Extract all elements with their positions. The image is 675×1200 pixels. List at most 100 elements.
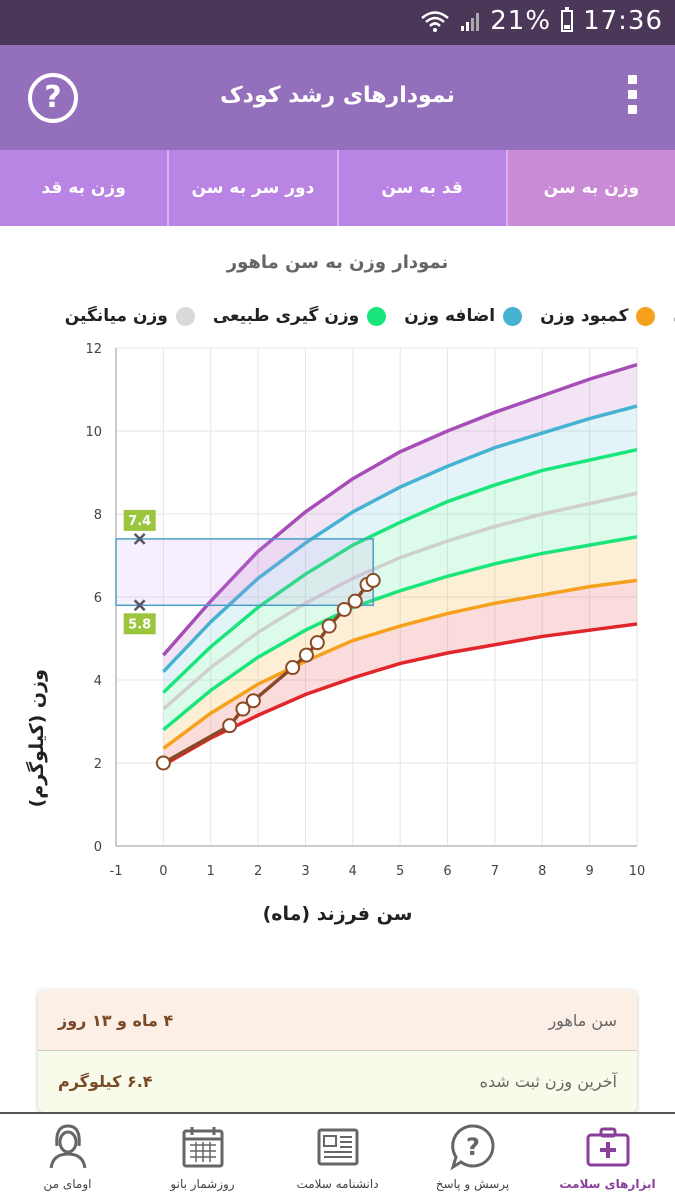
age-label: سن ماهور [548,1010,617,1030]
app-bar: ? نمودارهای رشد کودک [0,45,675,150]
svg-text:?: ? [466,1133,480,1161]
profile-woman-icon [49,1124,86,1169]
newspaper-icon [317,1128,358,1166]
y-tick-label: 0 [94,840,102,855]
y-tick-label: 6 [94,591,102,606]
y-tick-label: 2 [94,757,102,772]
highlight-box [115,538,374,607]
nav-calendar[interactable]: روزشمار بانو [135,1114,270,1200]
nav-label: ابزارهای سلامت [559,1177,656,1191]
legend-dot [367,306,387,326]
curve-median [162,491,638,711]
more-vert-icon[interactable] [625,75,639,121]
y-tick-label: 12 [85,342,102,357]
x-tick-label: 2 [254,864,262,879]
chart-title: نمودار وزن به سن ماهور [226,252,449,273]
marker-x [133,533,146,545]
legend-label: اضافه وزن [404,306,496,326]
legend-dot [175,306,195,326]
nav-profile[interactable]: اومای من [0,1114,135,1200]
battery-icon [561,7,574,32]
tab-head-circumference-for-age[interactable]: دور سر به سن [167,150,336,226]
band-fill [163,580,637,766]
legend-label: ن [673,306,675,326]
legend-item-average[interactable]: وزن میانگین [65,306,195,326]
legend-item-overweight[interactable]: اضافه وزن [404,306,523,326]
age-value: ۴ ماه و ۱۳ روز [58,1010,174,1030]
band-fill [163,493,637,730]
weight-value: ۶.۴ کیلوگرم [58,1072,153,1091]
band-fill [163,449,637,710]
legend-item-severe[interactable]: ن [673,306,675,326]
battery-percent: 21% [490,6,552,36]
tab-height-for-age[interactable]: قد به سن [336,150,506,226]
chart-tabs: وزن به سن قد به سن دور سر به سن وزن به ق… [0,150,675,226]
child-weight-point [222,718,238,734]
y-tick-label: 8 [94,508,102,523]
page-title: نمودارهای رشد کودک [220,83,455,108]
curve-orange [162,578,638,750]
value-badge-label: 7.4 [128,514,151,529]
x-axis-label: سن فرزند (ماه) [262,903,413,925]
x-tick-label: 0 [159,864,167,879]
y-tick-label: 4 [94,674,102,689]
y-axis-label-text: وزن (کیلوگرم) [26,669,48,808]
chart-legend: وزن میانگین وزن گیری طبیعی اضافه وزن کمب… [0,306,675,336]
status-bar: 21% 17:36 [0,0,675,45]
legend-item-normal[interactable]: وزن گیری طبیعی [213,306,387,326]
curve-blue [162,404,638,673]
weight-label: آخرین وزن ثبت شده [479,1072,617,1091]
x-tick-label: 10 [629,864,646,879]
child-weight-point [298,647,314,663]
question-bubble-icon: ? [449,1124,494,1171]
child-weight-point [235,701,251,717]
legend-label: وزن میانگین [64,306,168,326]
child-weight-point [285,660,301,676]
value-badge-label: 5.8 [128,617,151,632]
legend-item-underweight[interactable]: کمبود وزن [540,306,656,326]
help-circle-icon[interactable]: ? [28,73,78,123]
x-tick-label: 1 [207,864,215,879]
x-tick-label: 7 [491,864,499,879]
signal-icon [461,13,480,31]
nav-label: پرسش و پاسخ [435,1177,510,1191]
child-weight-point [321,618,337,634]
first-aid-kit-icon [586,1127,629,1167]
legend-label: کمبود وزن [540,306,629,326]
nav-encyclopedia[interactable]: دانشنامه سلامت [270,1114,405,1200]
curve-red [162,622,638,767]
calendar-icon [182,1127,223,1168]
child-weight-point [245,693,261,709]
weight-row: آخرین وزن ثبت شده ۶.۴ کیلوگرم [38,1051,637,1112]
tab-weight-for-age[interactable]: وزن به سن [505,150,675,226]
age-row: سن ماهور ۴ ماه و ۱۳ روز [38,990,637,1051]
summary-card: سن ماهور ۴ ماه و ۱۳ روز آخرین وزن ثبت شد… [38,990,637,1112]
bottom-navigation: ابزارهای سلامت ? پرسش و پاسخ دانشنامه سل… [0,1112,675,1200]
marker-x [133,599,146,612]
child-weight-point [309,635,325,651]
tab-weight-for-height[interactable]: وزن به قد [41,178,126,198]
x-tick-label: 8 [538,864,546,879]
x-tick-label: 6 [443,864,451,879]
band-fill [163,536,637,749]
legend-dot [503,306,523,326]
x-tick-label: -1 [110,864,123,879]
y-tick-label: 10 [85,425,102,440]
child-weight-point [336,601,352,617]
band-fill [163,364,637,672]
nav-health-tools[interactable]: ابزارهای سلامت [540,1114,675,1200]
x-tick-label: 9 [585,864,593,879]
value-badge [123,613,156,635]
child-weight-point [155,755,171,771]
curve-green-lower [162,535,638,732]
wifi-icon [421,11,450,32]
clock: 17:36 [583,6,663,36]
child-weight-point [347,593,363,609]
nav-questions[interactable]: ? پرسش و پاسخ [405,1114,540,1200]
curve-purple [162,362,638,657]
x-tick-label: 3 [301,864,309,879]
nav-label: روزشمار بانو [170,1177,235,1191]
nav-label: دانشنامه سلامت [296,1177,379,1191]
child-weight-point [365,572,381,588]
